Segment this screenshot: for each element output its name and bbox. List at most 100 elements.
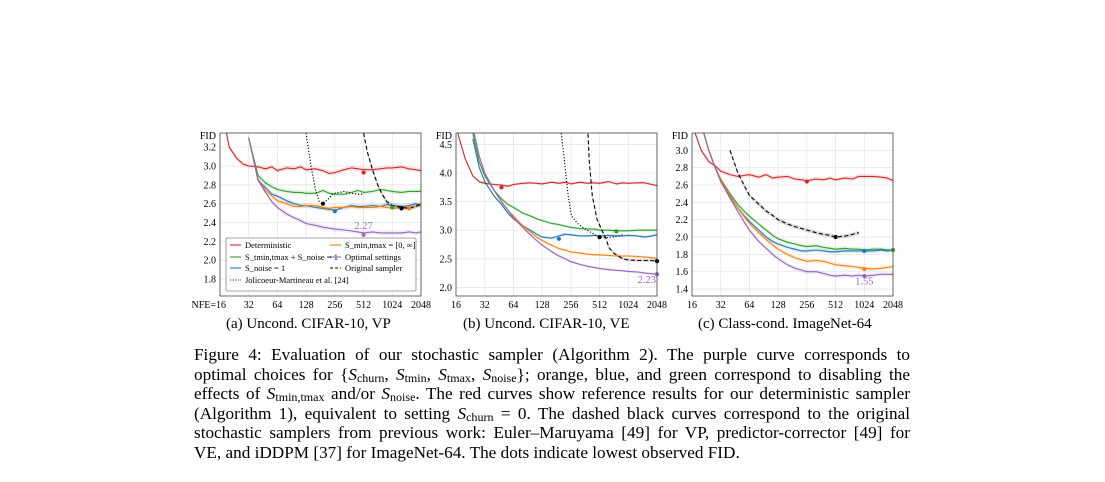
figure-caption: Figure 4: Evaluation of our stochastic s… <box>194 345 910 462</box>
y-tick-label: 2.0 <box>676 233 689 244</box>
series-line-orig <box>587 133 657 262</box>
caption-line-3: effects of Stmin,tmax and/or Snoise. The… <box>194 384 910 404</box>
x-tick-label: 32 <box>716 300 726 311</box>
series-line-tmin <box>703 133 893 251</box>
math-sub: tmin,tmax <box>275 390 325 404</box>
y-tick-label: 3.0 <box>676 146 689 157</box>
legend-label-tmin: S_tmin,tmax + S_noise = 1 <box>245 252 338 262</box>
x-tick-label: 512 <box>356 300 371 311</box>
y-tick-label: 2.5 <box>440 254 453 265</box>
math-s: S <box>348 364 357 384</box>
y-tick-label: 2.6 <box>676 181 689 192</box>
min-dot-det <box>499 185 504 190</box>
x-tick-label: 256 <box>799 300 814 311</box>
series-line-tmin <box>248 137 421 195</box>
y-tick-label: 1.8 <box>676 250 689 261</box>
y-tick-label: 2.0 <box>204 256 217 267</box>
math-s: S <box>438 364 447 384</box>
caption-text: = 0. The dashed black curves correspond … <box>493 403 910 423</box>
min-dot-jm <box>320 201 326 206</box>
math-s: S <box>457 403 467 423</box>
series-line-tmin <box>472 133 657 232</box>
series-band-det <box>694 133 893 183</box>
y-tick-label: 2.0 <box>440 283 453 294</box>
min-dot-noise <box>862 248 867 254</box>
math-sub: tmax <box>446 370 471 385</box>
chart-panel-2: 16 32 64 128 256 512 1024 2048 2.0 2.5 3.0 3.5 4.0 4.… <box>436 131 667 311</box>
legend: Deterministic S_min,tmax = [0, ∞] S_tmin,t… <box>225 237 417 292</box>
caption-text: }; orange, blue, and green correspond to… <box>516 364 911 384</box>
caption-line-5: stochastic samplers from previous work: … <box>194 423 910 442</box>
math-sub: churn <box>466 409 494 424</box>
y-tick-label: 2.2 <box>204 237 217 248</box>
legend-label-opt: Optimal settings <box>345 252 401 262</box>
series-line-orig <box>729 150 860 238</box>
legend-label-noise: S_noise = 1 <box>245 263 285 273</box>
y-tick-label: 3.0 <box>440 226 453 237</box>
y-axis-label: FID <box>200 131 216 142</box>
x-tick-label: 64 <box>744 300 754 311</box>
series-line-noise <box>472 138 657 239</box>
min-dot-opt <box>361 232 366 237</box>
y-tick-label: 2.4 <box>676 198 689 209</box>
math-sub: churn <box>356 370 385 385</box>
math-s: S <box>396 364 405 384</box>
series-band-tmin <box>248 135 421 197</box>
caption-text: . The red curves show reference results … <box>415 384 911 403</box>
caption-text: optimal choices for { <box>194 364 349 384</box>
plot-frame <box>691 132 894 297</box>
x-tick-label: 512 <box>592 300 607 311</box>
y-tick-label: 4.0 <box>440 169 453 180</box>
y-tick-label: 3.2 <box>204 143 217 154</box>
y-tick-label: 2.2 <box>676 215 689 226</box>
best-fid-annotation: 1.55 <box>855 277 873 288</box>
math-s: S <box>381 384 391 403</box>
subcaption-a: (a) Uncond. CIFAR-10, VP <box>226 316 391 332</box>
math-s: S <box>266 384 276 403</box>
math-sub: noise <box>491 370 517 385</box>
series-line-opt <box>248 137 421 234</box>
series-band-det <box>457 133 657 188</box>
series-line-inf <box>703 133 893 270</box>
series-line-opt <box>473 133 657 275</box>
caption-text: (Algorithm 1), equivalent to setting <box>194 403 458 423</box>
series-band-noise <box>248 135 421 213</box>
legend-box <box>225 237 417 292</box>
x-tick-label: 16 <box>451 300 461 311</box>
x-tick-label: 1024 <box>618 300 638 311</box>
min-dot-opt <box>862 273 867 279</box>
subcaption-b: (b) Uncond. CIFAR-10, VE <box>463 316 630 332</box>
caption-text: and/or <box>324 384 382 403</box>
series-line-det <box>225 133 421 175</box>
series-group <box>694 133 893 279</box>
series-group <box>457 133 657 276</box>
y-axis-label: FID <box>672 131 688 142</box>
x-tick-label: 1024 <box>854 300 874 311</box>
math-s: S <box>482 364 492 384</box>
legend-label-orig: Original sampler <box>345 263 403 273</box>
y-tick-label: 3.5 <box>440 197 453 208</box>
plot-frame <box>219 132 422 297</box>
caption-line-2: optimal choices for {Schurn, Stmin, Stma… <box>194 365 910 385</box>
min-dot-noise <box>556 236 562 241</box>
x-tick-label: 64 <box>272 300 282 311</box>
x-tick-label: 128 <box>771 300 786 311</box>
x-tick-label: 2048 <box>883 300 903 311</box>
series-line-orig <box>363 133 421 209</box>
min-dot-tmin <box>614 229 619 234</box>
caption-text: , <box>426 364 439 384</box>
x-tick-label: 256 <box>327 300 342 311</box>
series-band-det <box>225 133 421 176</box>
x-tick-label: 2048 <box>647 300 667 311</box>
y-tick-label: 2.8 <box>676 163 689 174</box>
series-band-inf <box>473 133 657 260</box>
y-tick-label: 3.0 <box>204 161 217 172</box>
y-axis-label: FID <box>436 131 452 142</box>
series-band-orig <box>587 133 657 263</box>
legend-label-jm: Jolicoeur-Martineau et al. [24] <box>245 275 349 285</box>
math-sub: noise <box>390 390 416 404</box>
caption-line-1: Figure 4: Evaluation of our stochastic s… <box>194 345 910 364</box>
min-dot-det <box>804 179 809 184</box>
x-tick-label: 16 <box>687 300 697 311</box>
best-fid-annotation: 2.27 <box>354 221 372 232</box>
